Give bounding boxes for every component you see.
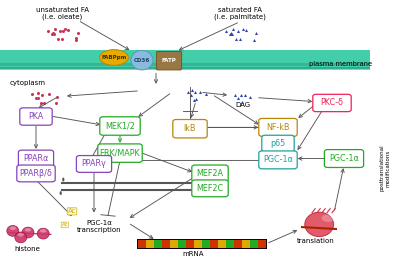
Bar	[154, 240, 162, 248]
Bar	[146, 240, 154, 248]
Text: ERK/MAPK: ERK/MAPK	[100, 149, 140, 158]
Bar	[0, 67, 370, 70]
Text: FATP: FATP	[162, 58, 176, 63]
Text: PPARα: PPARα	[23, 154, 49, 163]
Bar	[0, 50, 370, 69]
Text: PPARγ: PPARγ	[82, 159, 106, 169]
Text: mRNA: mRNA	[182, 251, 204, 257]
Bar	[234, 240, 242, 248]
Bar	[137, 239, 267, 249]
Ellipse shape	[37, 228, 49, 239]
Ellipse shape	[305, 212, 334, 237]
Bar	[258, 240, 266, 248]
Bar	[210, 240, 218, 248]
Ellipse shape	[15, 232, 27, 243]
Text: PGC-1α: PGC-1α	[263, 155, 293, 164]
Bar	[138, 240, 146, 248]
Text: MEF2C: MEF2C	[196, 184, 224, 193]
FancyBboxPatch shape	[18, 150, 54, 167]
Bar	[202, 240, 210, 248]
Text: Ac: Ac	[68, 208, 76, 214]
FancyBboxPatch shape	[173, 120, 207, 138]
Text: PGC-1α: PGC-1α	[329, 154, 359, 163]
Text: IkB: IkB	[184, 124, 196, 133]
Text: saturated FA
(i.e. palmitate): saturated FA (i.e. palmitate)	[214, 7, 266, 20]
Text: translation: translation	[297, 238, 335, 244]
Ellipse shape	[18, 233, 24, 236]
Ellipse shape	[100, 50, 128, 65]
Bar	[178, 240, 186, 248]
Ellipse shape	[131, 50, 153, 70]
Text: histone: histone	[14, 246, 40, 252]
FancyBboxPatch shape	[98, 144, 142, 162]
Bar	[0, 63, 370, 66]
Ellipse shape	[40, 229, 46, 233]
FancyBboxPatch shape	[259, 151, 297, 169]
Text: PPARβ/δ: PPARβ/δ	[20, 169, 52, 178]
FancyBboxPatch shape	[100, 117, 140, 135]
FancyBboxPatch shape	[156, 51, 182, 70]
Ellipse shape	[7, 225, 19, 236]
Bar	[170, 240, 178, 248]
FancyBboxPatch shape	[192, 180, 228, 197]
FancyBboxPatch shape	[76, 156, 112, 172]
Text: PKA: PKA	[28, 112, 44, 121]
Ellipse shape	[322, 214, 334, 222]
FancyBboxPatch shape	[259, 118, 297, 136]
Text: MEK1/2: MEK1/2	[105, 121, 135, 131]
FancyBboxPatch shape	[192, 165, 228, 182]
FancyBboxPatch shape	[20, 108, 52, 125]
Text: plasma membrane: plasma membrane	[309, 61, 372, 67]
Text: PGC-1α
transcription: PGC-1α transcription	[77, 220, 122, 233]
Bar	[250, 240, 258, 248]
FancyBboxPatch shape	[262, 135, 294, 152]
FancyBboxPatch shape	[324, 150, 364, 167]
Bar	[242, 240, 250, 248]
Bar	[218, 240, 226, 248]
Ellipse shape	[10, 227, 16, 230]
Bar	[186, 240, 194, 248]
Text: unsaturated FA
(i.e. oleate): unsaturated FA (i.e. oleate)	[36, 7, 88, 20]
Text: posttranslational
modifications: posttranslational modifications	[380, 145, 390, 191]
Text: FABPpm: FABPpm	[101, 55, 127, 60]
Text: cytoplasm: cytoplasm	[10, 80, 46, 86]
Ellipse shape	[25, 228, 31, 231]
Text: p65: p65	[270, 139, 286, 148]
Ellipse shape	[22, 227, 34, 238]
Bar	[226, 240, 234, 248]
Bar	[194, 240, 202, 248]
Text: DAG: DAG	[236, 102, 251, 108]
Text: MEF2A: MEF2A	[196, 169, 224, 178]
Text: Ac: Ac	[62, 222, 68, 227]
Bar	[162, 240, 170, 248]
Text: NF-kB: NF-kB	[266, 123, 290, 132]
Text: PKC-δ: PKC-δ	[320, 98, 344, 108]
FancyBboxPatch shape	[313, 94, 351, 112]
Text: CD36: CD36	[134, 58, 150, 63]
FancyBboxPatch shape	[17, 165, 55, 182]
